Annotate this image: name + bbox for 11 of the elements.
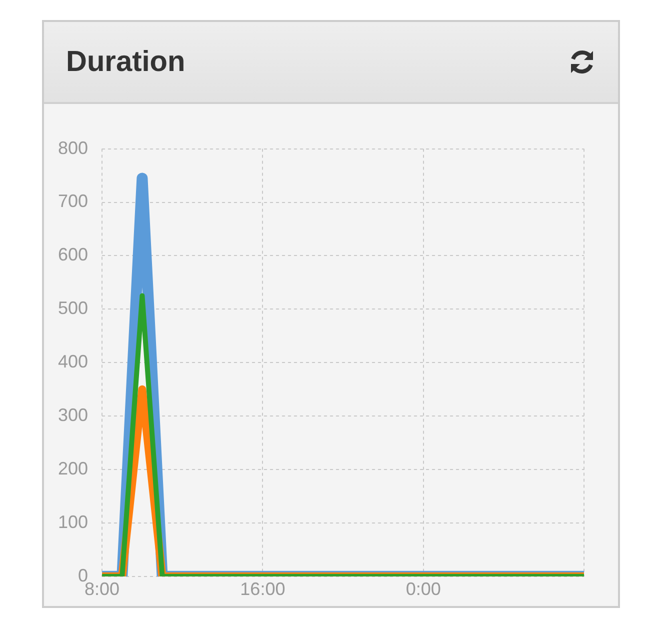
y-tick-label: 300: [58, 405, 88, 426]
y-tick-label: 500: [58, 298, 88, 318]
y-tick-label: 600: [58, 244, 88, 265]
y-tick-label: 700: [58, 191, 88, 212]
x-tick-label: 16:00: [240, 579, 286, 600]
y-tick-label: 800: [58, 138, 88, 158]
y-tick-label: 100: [58, 512, 88, 532]
chart-title: Duration: [66, 46, 186, 78]
y-tick-label: 200: [58, 458, 88, 478]
y-tick-label: 400: [58, 352, 88, 372]
x-tick-label: 0:00: [406, 579, 441, 600]
